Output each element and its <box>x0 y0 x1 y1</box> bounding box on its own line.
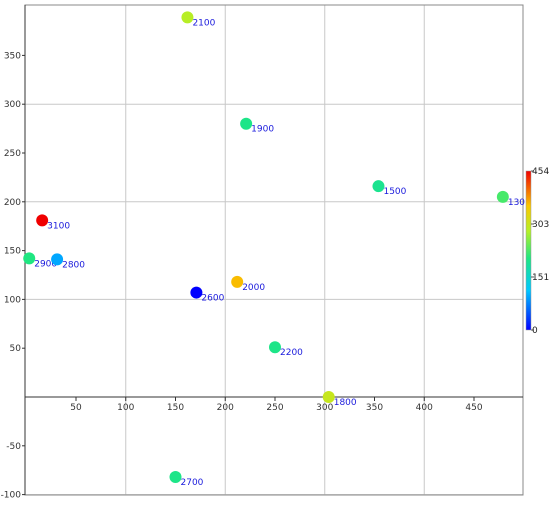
data-point-group: 1900 <box>240 117 274 135</box>
x-tick-label: 350 <box>366 403 383 413</box>
data-point <box>23 252 36 265</box>
data-point <box>269 341 281 354</box>
plot-frame <box>24 4 524 496</box>
data-point-group: 2100 <box>181 11 216 28</box>
data-point-label: 2600 <box>201 294 224 304</box>
data-point-group: 2800 <box>51 253 85 270</box>
data-point-label: 3100 <box>47 221 70 231</box>
y-tick-label: 150 <box>4 247 21 257</box>
data-point-label: 2000 <box>242 283 265 293</box>
data-point <box>36 214 49 227</box>
y-tick-label: 300 <box>4 100 21 110</box>
y-tick-label: 350 <box>4 51 21 61</box>
data-points: 2100 1900 1500 130 3100 2900 2800 2000 2600 2200 1… <box>23 11 525 488</box>
y-axis-ticks: -100 -50 50 100 150 200 250 300 350 <box>1 51 25 501</box>
data-point <box>240 117 253 130</box>
data-point-group: 1800 <box>322 391 357 408</box>
colorbar-label: 151 <box>532 273 549 283</box>
data-point-label: 2800 <box>62 260 85 270</box>
data-point-label: 2700 <box>181 478 204 488</box>
y-tick-label: -50 <box>6 442 21 452</box>
y-tick-label: 250 <box>4 149 21 159</box>
colorbar-bar <box>525 170 532 331</box>
data-point-group: 1500 <box>372 180 407 197</box>
data-point-label: 1900 <box>251 125 274 135</box>
data-point-group: 2000 <box>231 275 265 293</box>
x-axis-ticks: 50 100 150 200 250 300 350 400 450 <box>70 397 483 413</box>
x-tick-label: 200 <box>217 403 234 413</box>
y-tick-label: 100 <box>4 295 21 305</box>
data-point <box>372 180 385 193</box>
data-point <box>190 286 203 299</box>
data-point-group: 2900 <box>23 252 57 269</box>
data-point <box>231 275 244 288</box>
data-point <box>496 190 509 203</box>
colorbar-label: 303 <box>532 220 549 230</box>
data-point-group: 130 <box>496 190 525 208</box>
data-point-group: 2200 <box>269 341 303 358</box>
x-tick-label: 400 <box>416 403 433 413</box>
data-point <box>322 391 335 403</box>
data-point <box>181 11 194 24</box>
data-point <box>169 471 182 484</box>
data-point-group: 2700 <box>169 471 204 488</box>
colorbar-label: 0 <box>532 326 538 336</box>
data-point <box>51 253 64 266</box>
data-point-group: 2600 <box>190 286 225 304</box>
x-tick-label: 150 <box>167 403 184 413</box>
axes <box>24 4 524 496</box>
y-tick-label: 50 <box>10 344 22 354</box>
x-tick-label: 50 <box>70 403 82 413</box>
colorbar: 454 303 151 0 <box>525 167 549 336</box>
grid-lines <box>25 5 523 496</box>
x-tick-label: 450 <box>465 403 482 413</box>
y-tick-label: 200 <box>4 198 21 208</box>
data-point-label: 1500 <box>383 187 406 197</box>
data-point-label: 2200 <box>280 348 303 358</box>
y-tick-label: -100 <box>1 491 22 501</box>
x-tick-label: 300 <box>316 403 333 413</box>
data-point-label: 2100 <box>192 18 215 28</box>
data-point-label: 1800 <box>334 398 357 408</box>
data-point-label: 2900 <box>34 259 57 269</box>
x-tick-label: 250 <box>266 403 283 413</box>
data-point-group: 3100 <box>36 214 70 231</box>
data-point-label: 130 <box>508 198 525 208</box>
x-tick-label: 100 <box>117 403 134 413</box>
colorbar-label: 454 <box>532 167 549 177</box>
